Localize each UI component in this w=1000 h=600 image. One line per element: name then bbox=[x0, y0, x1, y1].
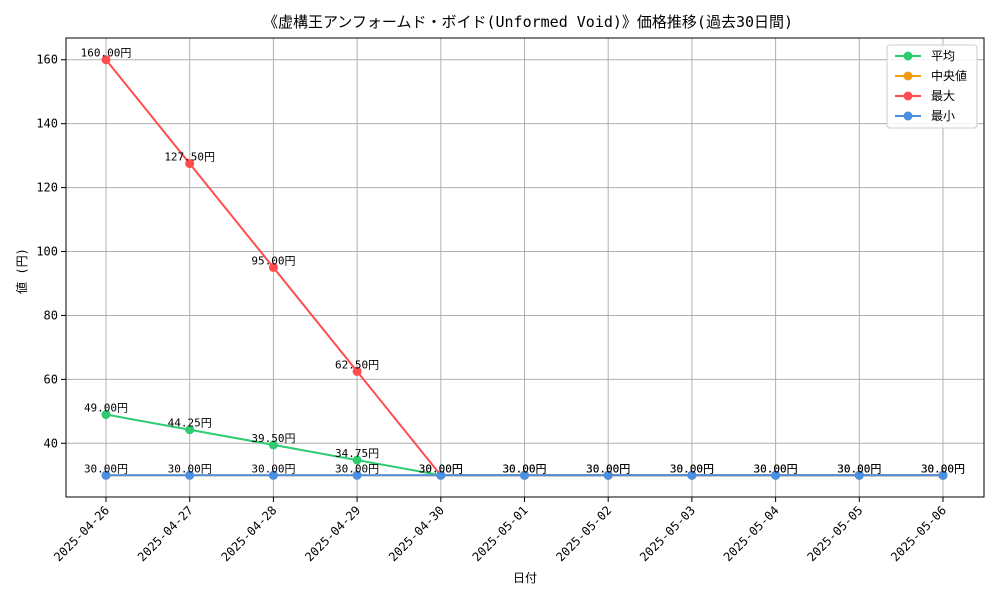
legend-box bbox=[886, 44, 978, 129]
y-tick-label: 140 bbox=[36, 117, 58, 131]
data-label: 30.00円 bbox=[168, 462, 212, 475]
data-label: 30.00円 bbox=[754, 462, 798, 475]
legend-label: 最小 bbox=[931, 109, 955, 123]
data-point bbox=[938, 470, 948, 480]
legend-swatch-marker bbox=[903, 91, 913, 101]
data-point bbox=[352, 366, 362, 376]
data-label: 30.00円 bbox=[837, 462, 881, 475]
data-point bbox=[854, 470, 864, 480]
data-point bbox=[101, 55, 111, 65]
data-label: 30.00円 bbox=[419, 462, 463, 475]
data-point bbox=[101, 470, 111, 480]
data-point bbox=[185, 470, 195, 480]
legend-label: 平均 bbox=[931, 49, 955, 63]
plot-area: 40 60 80 100 120 140 160 2025-04-26 2025-04-27 20… bbox=[36, 37, 985, 564]
y-tick-label: 80 bbox=[44, 308, 58, 322]
data-label: 30.00円 bbox=[586, 462, 630, 475]
x-tick-label: 2025-04-29 bbox=[302, 503, 363, 564]
data-point bbox=[771, 470, 781, 480]
data-label: 30.00円 bbox=[419, 462, 463, 475]
data-label: 95.00円 bbox=[251, 255, 295, 268]
data-point bbox=[268, 440, 278, 450]
legend-swatch-marker bbox=[903, 111, 913, 121]
legend-label: 最大 bbox=[931, 89, 955, 103]
data-label: 30.00円 bbox=[502, 462, 546, 475]
data-label: 30.00円 bbox=[670, 462, 714, 475]
data-label: 30.00円 bbox=[251, 462, 295, 475]
data-point bbox=[268, 470, 278, 480]
data-label: 30.00円 bbox=[837, 462, 881, 475]
chart-title: 《虚構王アンフォームド・ボイド(Unformed Void)》価格推移(過去30… bbox=[263, 13, 793, 31]
x-tick-label: 2025-05-05 bbox=[804, 503, 865, 564]
legend-swatch-marker bbox=[903, 71, 913, 81]
x-tick-label: 2025-05-01 bbox=[470, 503, 531, 564]
y-tick-label: 160 bbox=[36, 53, 58, 67]
data-label: 30.00円 bbox=[84, 462, 128, 475]
y-tick-label: 100 bbox=[36, 245, 58, 259]
data-label: 30.00円 bbox=[754, 462, 798, 475]
data-label: 30.00円 bbox=[921, 462, 965, 475]
data-point bbox=[101, 410, 111, 420]
x-tick-label: 2025-05-04 bbox=[721, 503, 782, 564]
data-point bbox=[352, 455, 362, 465]
data-point bbox=[268, 263, 278, 272]
legend-label: 中央値 bbox=[931, 68, 967, 83]
y-axis-label: 値 (円) bbox=[14, 248, 29, 294]
data-label: 127.50円 bbox=[164, 151, 215, 164]
legend-swatch-marker bbox=[903, 51, 913, 61]
data-label: 49.00円 bbox=[84, 402, 128, 415]
y-tick-label: 120 bbox=[36, 181, 58, 195]
x-axis-label: 日付 bbox=[513, 571, 537, 585]
data-point bbox=[687, 470, 697, 480]
y-tick-label: 40 bbox=[44, 436, 58, 450]
data-label: 39.50円 bbox=[251, 432, 295, 445]
data-point bbox=[520, 470, 529, 480]
data-label: 30.00円 bbox=[502, 462, 546, 475]
x-tick-label: 2025-04-30 bbox=[386, 503, 447, 564]
data-label: 34.75円 bbox=[335, 447, 379, 460]
data-label: 30.00円 bbox=[335, 462, 379, 475]
data-label: 30.00円 bbox=[670, 462, 714, 475]
x-tick-label: 2025-04-27 bbox=[135, 503, 196, 564]
data-label: 30.00円 bbox=[921, 462, 965, 475]
x-tick-label: 2025-05-06 bbox=[888, 503, 949, 564]
x-tick-label: 2025-05-02 bbox=[553, 503, 614, 564]
data-label: 62.50円 bbox=[335, 358, 379, 371]
data-point bbox=[185, 425, 195, 435]
data-point bbox=[185, 159, 195, 169]
x-tick-label: 2025-04-28 bbox=[219, 503, 280, 564]
y-tick-label: 60 bbox=[44, 372, 58, 386]
x-tick-label: 2025-04-26 bbox=[51, 503, 112, 564]
data-label: 30.00円 bbox=[586, 462, 630, 475]
plot-frame bbox=[65, 37, 985, 498]
data-point bbox=[436, 470, 446, 480]
data-point bbox=[603, 470, 613, 480]
data-point bbox=[352, 470, 362, 480]
x-tick-label: 2025-05-03 bbox=[637, 503, 698, 564]
data-label: 160.00円 bbox=[81, 47, 132, 60]
data-label: 44.25円 bbox=[168, 417, 212, 430]
